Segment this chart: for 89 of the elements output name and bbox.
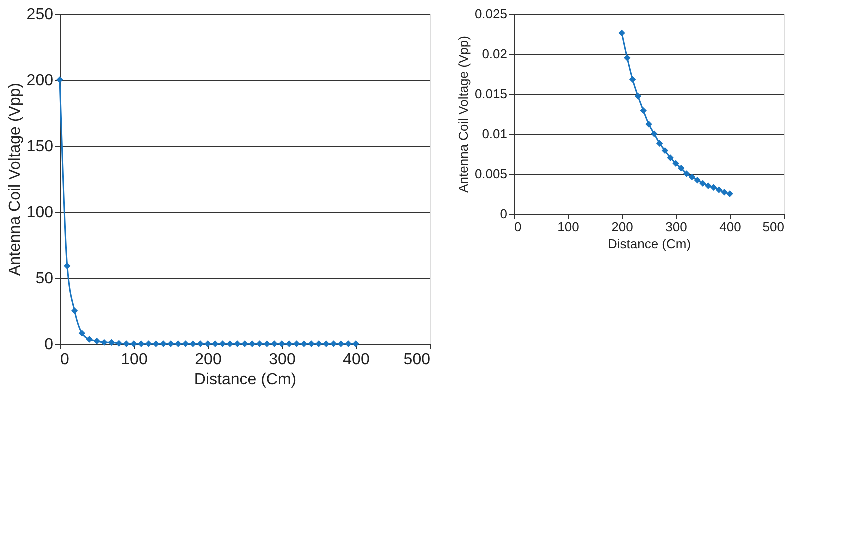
y-tick-label: 0	[500, 206, 508, 222]
y-tick-label: 100	[26, 204, 54, 222]
point	[278, 340, 286, 348]
point	[629, 76, 636, 83]
point	[160, 340, 167, 348]
point	[683, 170, 690, 178]
point	[78, 330, 86, 337]
point	[264, 340, 271, 348]
x-tick-label: 300	[269, 352, 296, 368]
point	[345, 340, 352, 348]
point	[308, 340, 315, 348]
point	[234, 340, 241, 348]
y-tick-label: 0.02	[482, 46, 508, 62]
point	[694, 177, 701, 184]
x-tick-label: 500	[762, 220, 784, 234]
point	[145, 340, 152, 348]
point	[293, 340, 300, 348]
point	[700, 180, 706, 187]
point	[271, 340, 278, 348]
point	[352, 340, 360, 348]
point	[197, 340, 204, 348]
x-tick-label: 0	[514, 220, 522, 234]
point	[300, 340, 308, 348]
point	[190, 340, 197, 348]
point	[667, 154, 674, 162]
y-tick-label: 50	[36, 270, 54, 288]
x-tick-label: 100	[558, 220, 580, 234]
point	[212, 340, 219, 348]
point	[286, 340, 293, 348]
x-tick-label: 200	[195, 352, 222, 368]
y-tick-label: 150	[26, 138, 54, 156]
y-tick-label: 250	[26, 6, 54, 24]
point	[152, 340, 160, 348]
point	[316, 340, 322, 348]
point	[64, 262, 71, 270]
point	[242, 340, 248, 348]
point	[168, 340, 174, 348]
point	[646, 121, 652, 128]
point	[678, 165, 685, 172]
point	[716, 186, 723, 194]
point	[130, 340, 138, 348]
y-tick-label: 0.005	[474, 166, 508, 182]
point	[656, 140, 664, 147]
y-tick-label: 0	[44, 336, 54, 354]
y-tick-label: 200	[26, 72, 54, 90]
point	[330, 340, 338, 348]
point	[86, 336, 93, 343]
y-tick-label: 0.015	[474, 86, 508, 102]
x-axis-title: Distance (Cm)	[608, 236, 692, 252]
point	[338, 340, 345, 348]
point	[256, 340, 264, 348]
point	[672, 160, 680, 167]
point	[94, 338, 100, 345]
x-tick-label: 0	[60, 352, 70, 368]
x-tick-label: 300	[666, 220, 688, 234]
y-axis-title: Antenna Coil Voltage (Vpp)	[456, 36, 471, 193]
y-axis-title: Antenna Coil Voltage (Vpp)	[6, 82, 24, 276]
point	[624, 54, 631, 62]
point	[226, 340, 234, 348]
y-tick-label: 0.01	[482, 126, 508, 142]
x-tick-label: 400	[343, 352, 370, 368]
point	[138, 340, 145, 348]
point	[219, 340, 226, 348]
point	[726, 190, 734, 198]
x-axis-title: Distance (Cm)	[194, 372, 297, 388]
point	[71, 308, 78, 314]
x-tick-label: 400	[720, 220, 742, 234]
point	[249, 340, 256, 348]
point	[204, 340, 212, 348]
point	[688, 174, 696, 181]
point	[123, 340, 130, 348]
point	[651, 130, 658, 138]
point	[640, 107, 647, 114]
point	[618, 30, 626, 37]
point	[182, 340, 190, 348]
x-tick-label: 500	[404, 352, 431, 368]
point	[101, 339, 108, 346]
point	[108, 339, 116, 346]
point	[662, 147, 669, 154]
point	[721, 189, 728, 196]
point	[634, 93, 642, 100]
y-tick-label: 0.025	[474, 6, 508, 22]
point	[323, 340, 330, 348]
point	[710, 184, 718, 191]
point	[705, 182, 712, 190]
x-tick-label: 200	[612, 220, 634, 234]
x-tick-label: 100	[121, 352, 148, 368]
point	[175, 340, 182, 348]
point	[116, 340, 123, 347]
